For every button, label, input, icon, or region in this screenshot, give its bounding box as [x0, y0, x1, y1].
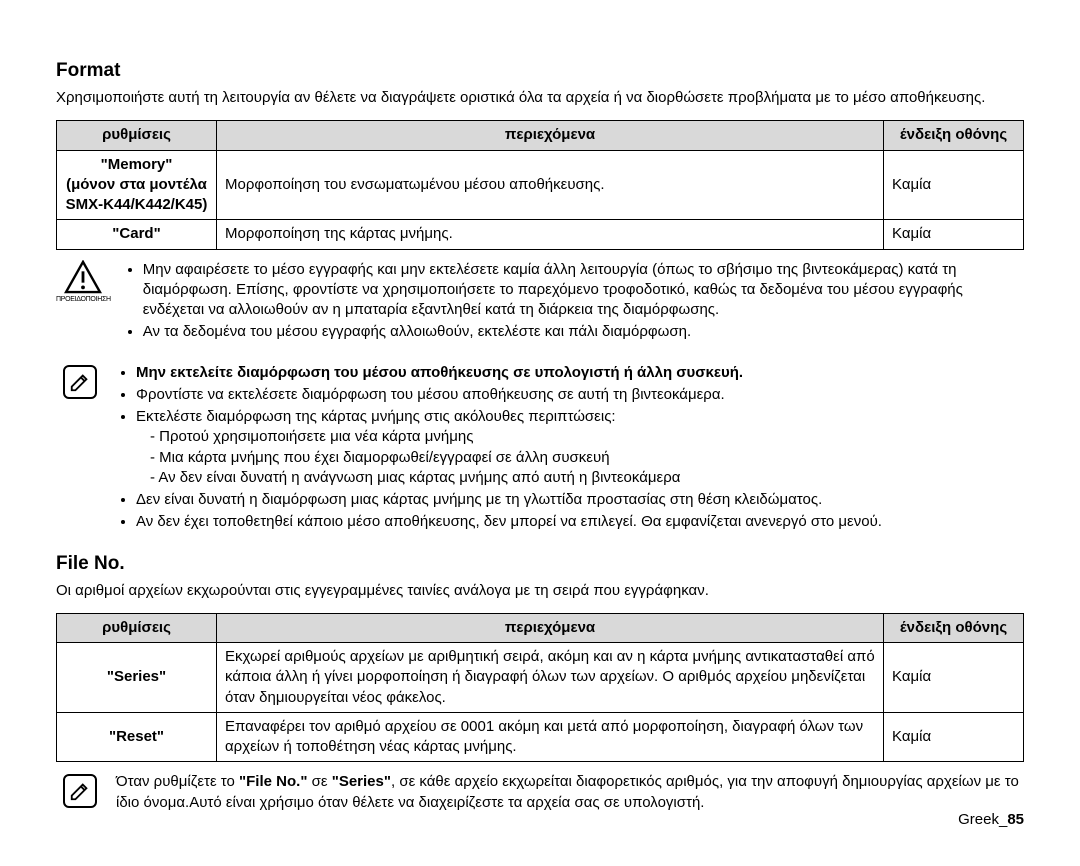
cell-display: Καμία [884, 643, 1024, 713]
note-sub: - Προτού χρησιμοποιήσετε μια νέα κάρτα μ… [136, 427, 1024, 447]
note-body: Μην εκτελείτε διαμόρφωση του μέσου αποθή… [116, 363, 1024, 535]
footer-page-number: 85 [1007, 811, 1024, 828]
th-display: ένδειξη οθόνης [884, 613, 1024, 642]
note-block-format: Μην εκτελείτε διαμόρφωση του μέσου αποθή… [56, 363, 1024, 535]
cell-setting: "Card" [57, 220, 217, 249]
cell-display: Καμία [884, 220, 1024, 249]
note-text: σε [307, 773, 331, 790]
section-intro-fileno: Οι αριθμοί αρχείων εκχωρούνται στις εγγε… [56, 581, 1024, 601]
format-table: ρυθμίσεις περιεχόμενα ένδειξη οθόνης "Me… [56, 120, 1024, 249]
note-bullet: Φροντίστε να εκτελέσετε διαμόρφωση του μ… [136, 385, 1024, 405]
cell-setting: "Reset" [57, 712, 217, 762]
th-display: ένδειξη οθόνης [884, 121, 1024, 150]
fileno-table: ρυθμίσεις περιεχόμενα ένδειξη οθόνης "Se… [56, 613, 1024, 763]
table-row: "Series" Εκχωρεί αριθμούς αρχείων με αρι… [57, 643, 1024, 713]
th-contents: περιεχόμενα [217, 613, 884, 642]
warning-icon: ΠΡΟΕΙΔΟΠΟΙΗΣΗ [56, 260, 111, 303]
cell-setting: "Series" [57, 643, 217, 713]
note-sub: - Μια κάρτα μνήμης που έχει διαμορφωθεί/… [136, 448, 1024, 468]
note-icon [56, 363, 104, 401]
page-footer: Greek_85 [958, 811, 1024, 828]
warning-label: ΠΡΟΕΙΔΟΠΟΙΗΣΗ [56, 296, 111, 303]
table-row: "Reset" Επαναφέρει τον αριθμό αρχείου σε… [57, 712, 1024, 762]
note-bullet: Αν δεν έχει τοποθετηθεί κάποιο μέσο αποθ… [136, 512, 1024, 532]
cell-content: Μορφοποίηση του ενσωματωμένου μέσου αποθ… [217, 150, 884, 220]
document-page: Format Χρησιμοποιήστε αυτή τη λειτουργία… [0, 0, 1080, 861]
note-sub: - Αν δεν είναι δυνατή η ανάγνωση μιας κά… [136, 468, 1024, 488]
note-bullet: Εκτελέστε διαμόρφωση της κάρτας μνήμης σ… [136, 407, 1024, 488]
setting-label: "Memory" [101, 156, 173, 173]
cell-content: Μορφοποίηση της κάρτας μνήμης. [217, 220, 884, 249]
note-block-fileno: Όταν ρυθμίζετε το "File No." σε "Series"… [56, 772, 1024, 813]
section-intro-format: Χρησιμοποιήστε αυτή τη λειτουργία αν θέλ… [56, 88, 1024, 108]
note-bullet-text: Εκτελέστε διαμόρφωση της κάρτας μνήμης σ… [136, 408, 616, 425]
note-text: Όταν ρυθμίζετε το [116, 773, 239, 790]
note-bullet: Μην εκτελείτε διαμόρφωση του μέσου αποθή… [136, 363, 1024, 383]
footer-lang: Greek_ [958, 811, 1007, 828]
section-title-format: Format [56, 60, 1024, 82]
warning-bullet: Αν τα δεδομένα του μέσου εγγραφής αλλοιω… [143, 322, 1024, 342]
cell-display: Καμία [884, 712, 1024, 762]
cell-setting: "Memory" (μόνον στα μοντέλα SMX-K44/K442… [57, 150, 217, 220]
table-header-row: ρυθμίσεις περιεχόμενα ένδειξη οθόνης [57, 121, 1024, 150]
warning-body: Μην αφαιρέσετε το μέσο εγγραφής και μην … [123, 260, 1024, 345]
table-row: "Card" Μορφοποίηση της κάρτας μνήμης. Κα… [57, 220, 1024, 249]
note-body: Όταν ρυθμίζετε το "File No." σε "Series"… [116, 772, 1024, 813]
note-bullet: Δεν είναι δυνατή η διαμόρφωση μιας κάρτα… [136, 490, 1024, 510]
cell-content: Επαναφέρει τον αριθμό αρχείου σε 0001 ακ… [217, 712, 884, 762]
cell-content: Εκχωρεί αριθμούς αρχείων με αριθμητική σ… [217, 643, 884, 713]
section-title-fileno: File No. [56, 553, 1024, 575]
table-row: "Memory" (μόνον στα μοντέλα SMX-K44/K442… [57, 150, 1024, 220]
setting-sub1: (μόνον στα μοντέλα [66, 176, 207, 193]
warning-bullet: Μην αφαιρέσετε το μέσο εγγραφής και μην … [143, 260, 1024, 321]
cell-display: Καμία [884, 150, 1024, 220]
setting-sub2: SMX-K44/K442/K45) [66, 196, 208, 213]
th-contents: περιεχόμενα [217, 121, 884, 150]
table-header-row: ρυθμίσεις περιεχόμενα ένδειξη οθόνης [57, 613, 1024, 642]
th-settings: ρυθμίσεις [57, 121, 217, 150]
th-settings: ρυθμίσεις [57, 613, 217, 642]
note-bold: "File No." [239, 773, 307, 790]
warning-block: ΠΡΟΕΙΔΟΠΟΙΗΣΗ Μην αφαιρέσετε το μέσο εγγ… [56, 260, 1024, 345]
note-icon [56, 772, 104, 810]
note-bold: "Series" [332, 773, 391, 790]
